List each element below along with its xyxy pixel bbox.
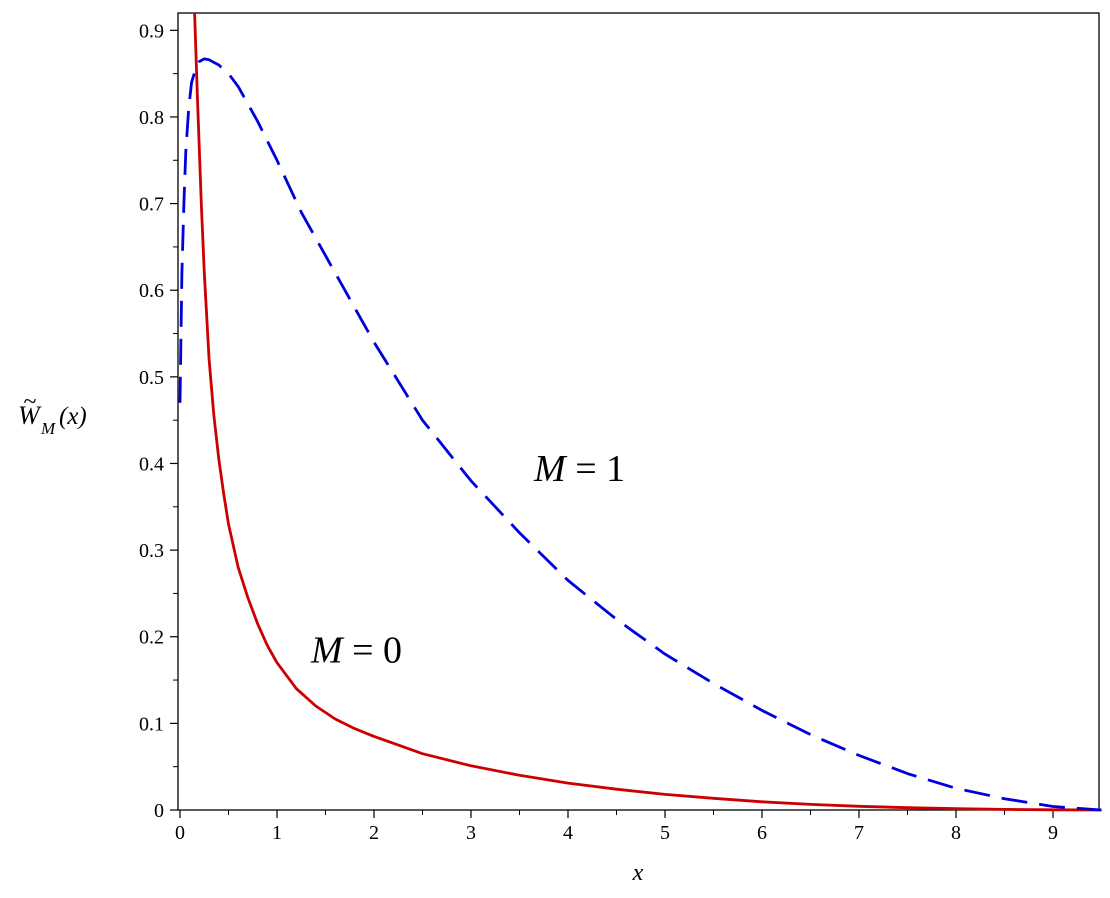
x-tick-label: 6: [757, 822, 767, 844]
y-tick-label: 0.3: [139, 540, 164, 562]
x-tick-label: 8: [951, 822, 961, 844]
y-tick-label: 0.9: [139, 20, 164, 42]
y-axis-title: ~ W M (x): [18, 389, 87, 438]
y-axis-title-argument: (x): [59, 403, 87, 430]
x-tick-label: 4: [563, 822, 573, 844]
plot-frame: [177, 12, 1100, 811]
y-tick-label: 0.8: [139, 107, 164, 129]
y-tick-label: 0.1: [139, 713, 164, 735]
x-tick-label: 0: [175, 822, 185, 844]
y-tick-label: 0.5: [139, 367, 164, 389]
x-axis-ticks: 0 1 2 3 4 5 6 7 8 9: [175, 810, 1058, 844]
label-m1: M = 1: [533, 448, 625, 490]
curve-labels: M = 1 M = 0: [310, 448, 625, 672]
y-tick-label: 0.2: [139, 627, 164, 649]
x-axis-title: x: [632, 860, 644, 886]
curves: [178, 12, 1102, 812]
x-tick-label: 9: [1048, 822, 1058, 844]
x-tick-label: 5: [660, 822, 670, 844]
y-axis-ticks: 0 0.1 0.2 0.3 0.4 0.5 0.6 0.7 0.8 0.9: [139, 20, 178, 822]
x-tick-label: 1: [272, 822, 282, 844]
y-tick-label: 0: [154, 800, 164, 822]
series-m1-curve: [178, 57, 1102, 812]
series-m0-curve: [193, 12, 1102, 812]
x-tick-label: 2: [369, 822, 379, 844]
y-axis-title-symbol: W: [18, 401, 42, 430]
y-tick-label: 0.4: [139, 453, 164, 475]
y-tick-label: 0.6: [139, 280, 164, 302]
x-tick-label: 7: [854, 822, 864, 844]
y-axis-title-accent: ~: [24, 389, 37, 415]
x-tick-label: 3: [466, 822, 476, 844]
y-tick-label: 0.7: [139, 194, 164, 216]
y-axis-title-subscript: M: [40, 419, 56, 438]
label-m0: M = 0: [310, 630, 402, 672]
